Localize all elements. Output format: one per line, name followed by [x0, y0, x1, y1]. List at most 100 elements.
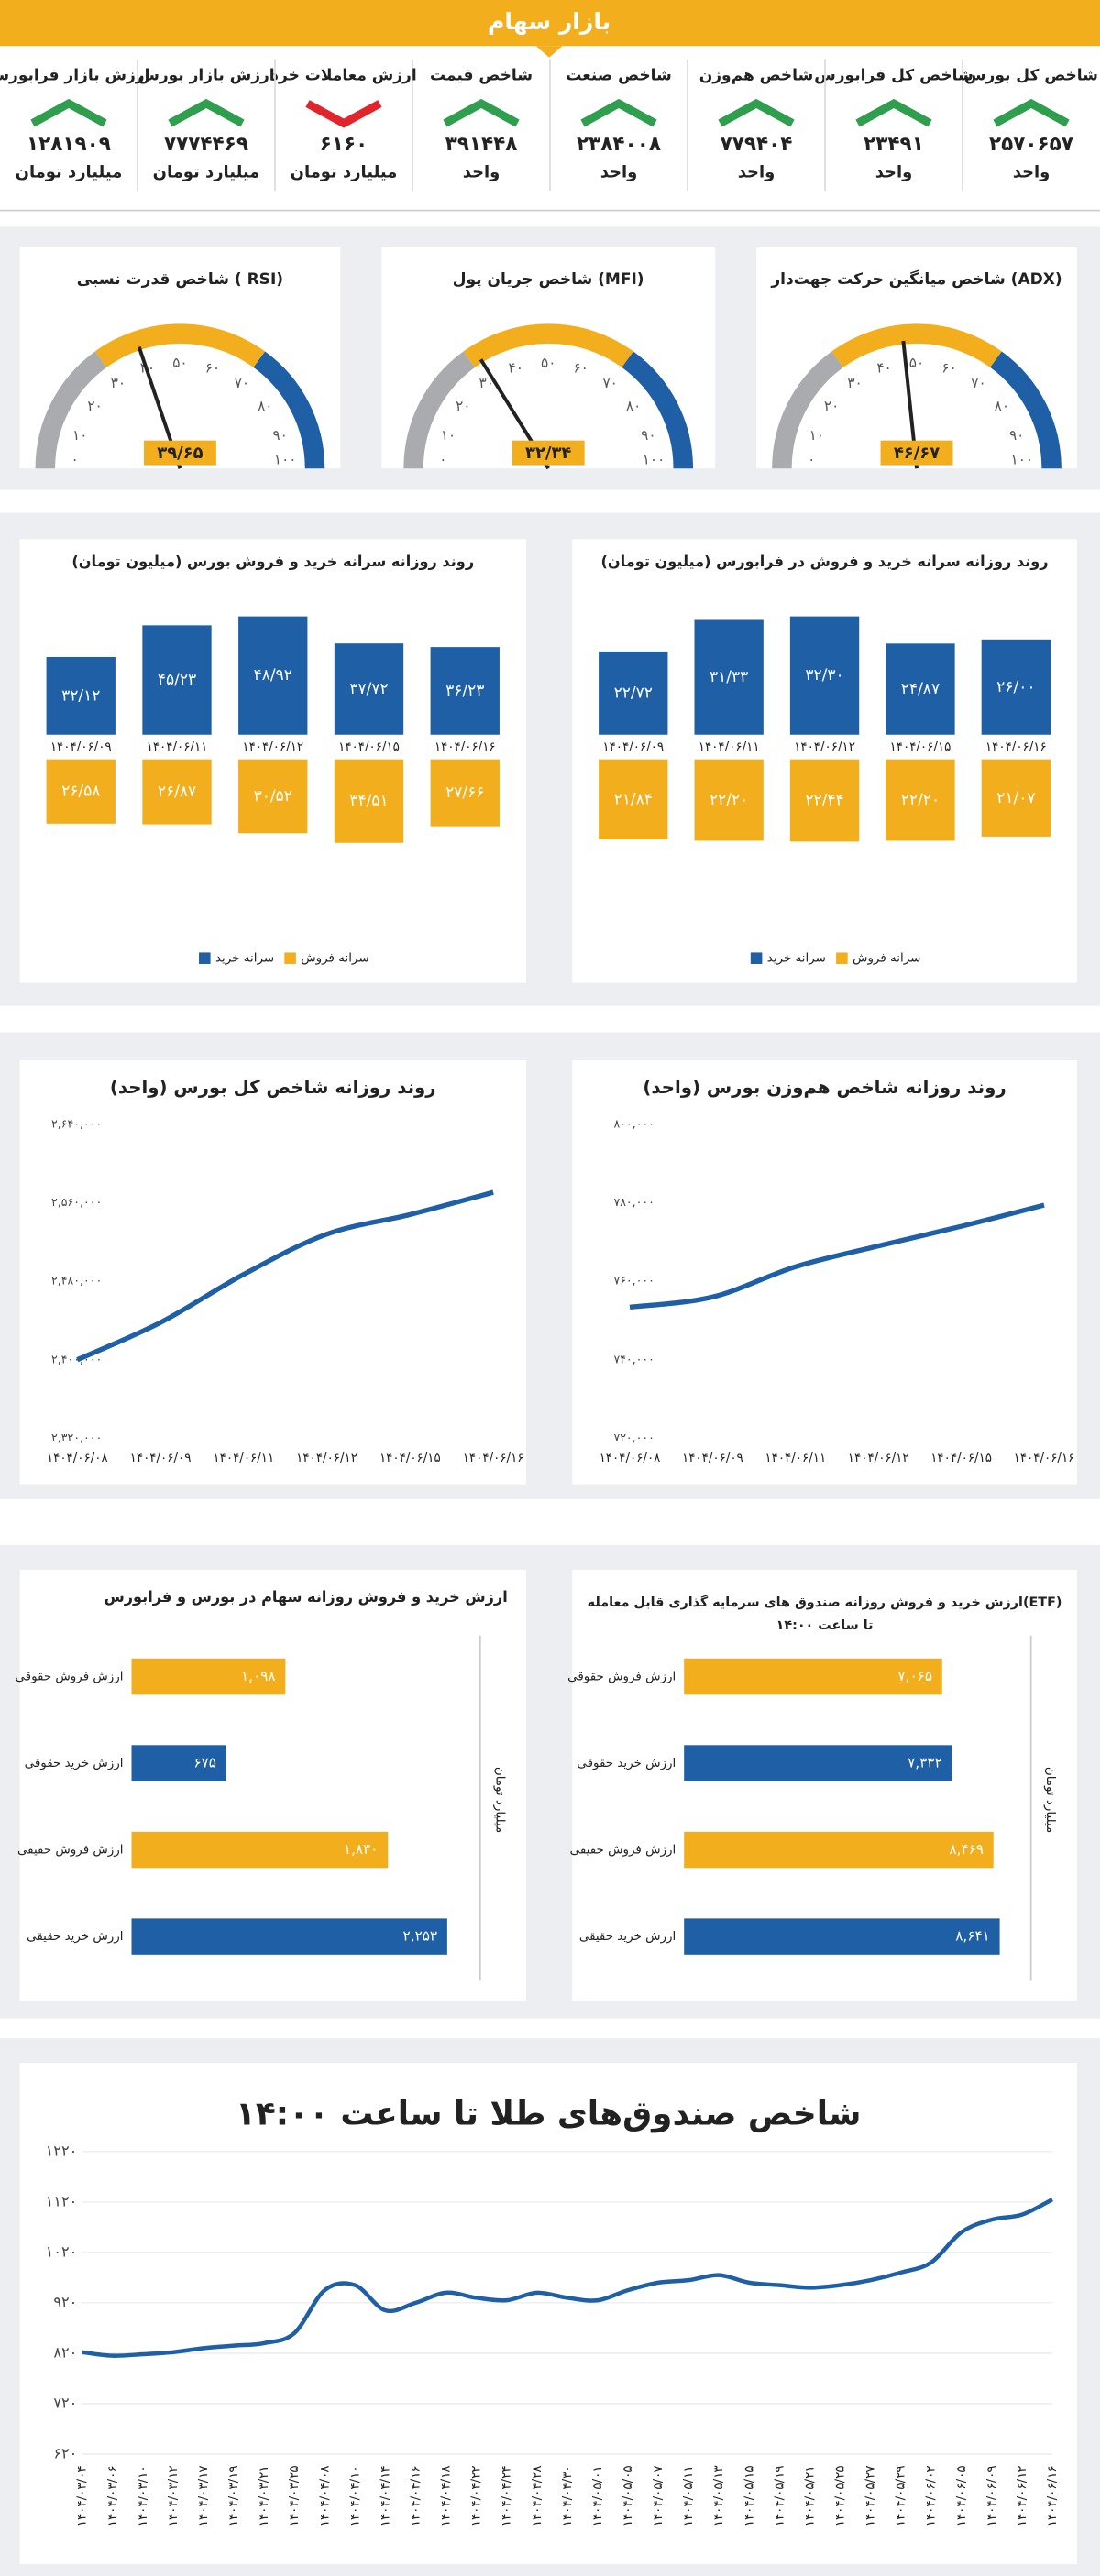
gauge-tick-label: ۳۰: [847, 375, 862, 391]
gauge-tick-label: ۶۰: [205, 360, 220, 377]
bar: [46, 759, 116, 824]
gauge-tick-label: ۰: [808, 452, 815, 468]
x-tick-label: ۱۴۰۴/۰۳/۲۵: [288, 2465, 302, 2527]
x-tick-label: ۱۴۰۴/۰۶/۰۹: [602, 740, 664, 754]
gauge-tick-label: ۸۰: [995, 398, 1009, 414]
x-tick-label: ۱۴۰۴/۰۶/۱۱: [147, 740, 208, 754]
gauge-tick-label: ۱۰: [441, 427, 456, 444]
gauge-value-label: ۴۶/۶۷: [894, 444, 940, 463]
bar: [789, 759, 860, 842]
gauge-tick-label: ۲۰: [456, 398, 470, 414]
gauge-tick-label: ۰: [439, 452, 446, 468]
y-tick-label: ۸۲۰: [53, 2343, 77, 2361]
x-tick-label: ۱۴۰۴/۰۴/۱۸: [440, 2465, 454, 2527]
category-label: ارزش خرید حقیقی: [27, 1930, 123, 1944]
x-tick-label: ۱۴۰۴/۰۶/۱۱: [213, 1452, 274, 1465]
x-tick-label: ۱۴۰۴/۰۴/۲۸: [531, 2465, 544, 2527]
tile-title: ارزش بازار فرابورس: [0, 67, 149, 85]
y-tick-label: ۷۲۰: [53, 2394, 77, 2411]
y-tick-label: ۸۰۰,۰۰۰: [613, 1116, 654, 1130]
bar: [886, 643, 955, 735]
trend-arrow: [443, 98, 520, 127]
x-tick-label: ۱۴۰۴/۰۴/۱۰: [348, 2465, 362, 2527]
category-label: ارزش فروش حقیقی: [17, 1844, 124, 1858]
gauge-title: شاخص میانگین حرکت جهت‌دار (ADX): [770, 269, 1062, 289]
tile-title: شاخص کل فرابورس: [814, 67, 973, 85]
bar-value-label: ۲۶/۰۰: [996, 678, 1035, 696]
gauge-tick-label: ۱۰: [72, 427, 87, 444]
tile-value: ۳۹۱۴۴۸: [446, 133, 518, 156]
bar: [131, 1918, 447, 1955]
bar: [886, 759, 955, 841]
bar-value-label: ۳۶/۲۳: [446, 682, 484, 700]
tile-unit: واحد: [463, 162, 500, 181]
bar-value-label: ۱,۸۳۰: [344, 1841, 379, 1858]
bar-value-label: ۴۸/۹۲: [254, 666, 292, 685]
gauge-tick-label: ۹۰: [641, 427, 655, 444]
card: [572, 1059, 1077, 1485]
gauge-tick-label: ۳۰: [479, 375, 494, 391]
x-tick-label: ۱۴۰۴/۰۶/۱۶: [434, 740, 496, 754]
legend-label: سرانه فروش: [301, 952, 368, 966]
y-tick-label: ۲,۴۸۰,۰۰۰: [51, 1274, 102, 1288]
bar-value-label: ۸,۶۴۱: [955, 1928, 990, 1945]
header-notch: [535, 46, 563, 58]
category-label: ارزش فروش حقوقی: [567, 1671, 676, 1684]
bar: [981, 639, 1051, 735]
trend-arrow: [168, 98, 245, 127]
x-tick-label: ۱۴۰۴/۰۵/۰۱: [591, 2465, 605, 2527]
line: [629, 1202, 1045, 1310]
bar-value-label: ۲۶/۵۸: [61, 783, 100, 801]
bar: [684, 1658, 942, 1695]
gauge-tick-label: ۱۰۰: [643, 452, 666, 468]
bar-value-label: ۶۷۵: [193, 1755, 216, 1771]
chart-title: روند روزانه سرانه خرید و فروش در فرابورس…: [601, 553, 1049, 570]
legend-swatch: [750, 952, 763, 964]
y-tick-label: ۶۲۰: [53, 2444, 77, 2461]
bar: [238, 759, 308, 834]
x-tick-label: ۱۴۰۴/۰۵/۲۷: [864, 2465, 878, 2527]
tile-title: شاخص صنعت: [566, 67, 672, 85]
card: [381, 247, 716, 469]
page-title: بازار سهام: [488, 8, 610, 36]
x-tick-label: ۱۴۰۴/۰۶/۱۶: [985, 740, 1047, 754]
chart-title: ارزش خرید و فروش روزانه صندوق های سرمایه…: [588, 1594, 1062, 1610]
x-tick-label: ۱۴۰۴/۰۶/۱۵: [890, 740, 952, 754]
bar-value-label: ۳۷/۷۲: [349, 680, 388, 698]
x-tick-label: ۱۴۰۴/۰۶/۰۲: [925, 2465, 939, 2527]
y-tick-label: ۱۰۲۰: [46, 2242, 78, 2260]
tile-unit: واحد: [738, 162, 776, 181]
gauge-band: [35, 351, 107, 469]
x-tick-label: ۱۴۰۴/۰۴/۱۴: [379, 2465, 392, 2527]
x-tick-label: ۱۴۰۴/۰۶/۰۹: [130, 1452, 192, 1465]
gauge-band: [463, 323, 633, 368]
x-tick-label: ۱۴۰۴/۰۵/۲۹: [895, 2465, 908, 2527]
tile-value: ۶۱۶۰: [320, 133, 368, 156]
x-tick-label: ۱۴۰۴/۰۶/۱۶: [1014, 1452, 1075, 1465]
bar-value-label: ۲۱/۰۷: [996, 789, 1035, 807]
x-tick-label: ۱۴۰۴/۰۶/۱۱: [764, 1452, 826, 1465]
x-tick-label: ۱۴۰۴/۰۴/۰۸: [318, 2465, 332, 2527]
bar-value-label: ۲۷/۶۶: [446, 784, 484, 802]
bar: [430, 647, 500, 735]
tile-unit: واحد: [875, 162, 913, 181]
legend-label: سرانه خرید: [215, 952, 274, 966]
bar-value-label: ۲۴/۸۷: [901, 680, 940, 698]
x-tick-label: ۱۴۰۴/۰۶/۱۶: [1046, 2465, 1060, 2527]
x-tick-label: ۱۴۰۴/۰۵/۰۷: [652, 2465, 666, 2527]
bar-value-label: ۳۲/۳۰: [805, 666, 843, 685]
bar: [46, 656, 116, 735]
tile-value: ۷۷۷۴۴۶۹: [164, 133, 248, 156]
bar: [131, 1658, 286, 1695]
tile-unit: واحد: [600, 162, 638, 181]
bar: [142, 625, 212, 735]
gauge-tick-label: ۶۰: [573, 360, 588, 377]
gauge-value-label: ۳۹/۶۵: [157, 444, 203, 463]
axis-label: میلیارد تومان: [1043, 1767, 1057, 1833]
bar: [334, 759, 404, 843]
bar-value-label: ۲۲/۷۲: [614, 684, 653, 702]
bar-value-label: ۲۲/۲۰: [901, 791, 940, 809]
y-tick-label: ۲,۵۶۰,۰۰۰: [51, 1195, 102, 1209]
gauge-tick-label: ۷۰: [235, 375, 249, 391]
